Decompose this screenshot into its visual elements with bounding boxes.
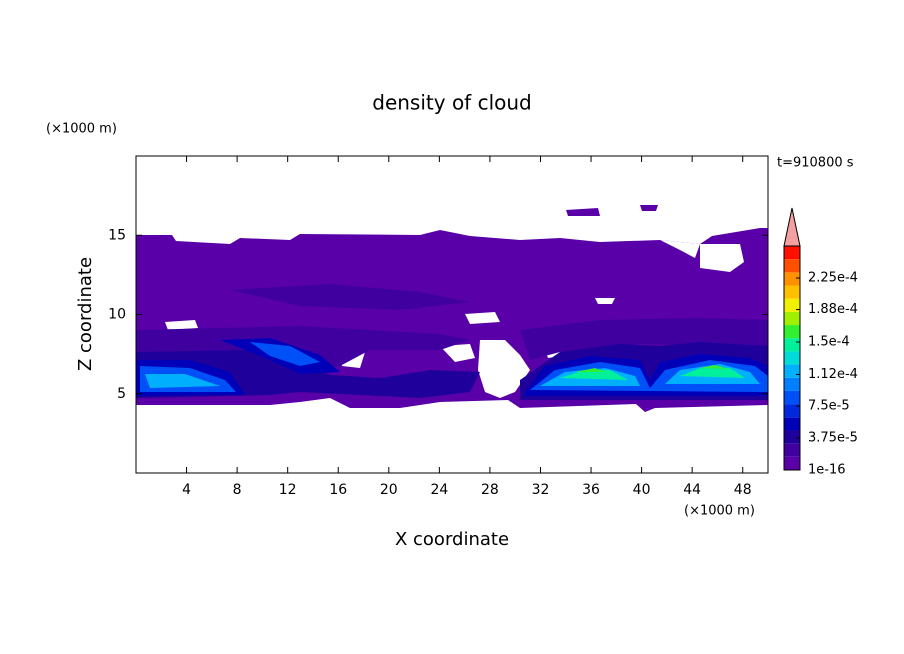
x-tick-label: 16 — [329, 482, 347, 498]
y-tick-label: 5 — [117, 386, 126, 402]
colorbar-tick-label: 7.5e-5 — [808, 399, 850, 414]
colorbar-band — [784, 246, 800, 260]
contour-field — [136, 205, 768, 412]
x-tick-label: 4 — [182, 482, 191, 498]
x-tick-label: 36 — [582, 482, 600, 498]
colorbar-tick-label: 3.75e-5 — [808, 431, 858, 446]
colorbar-band — [784, 377, 800, 391]
colorbar-frame — [783, 245, 801, 471]
colorbar-band — [784, 430, 800, 444]
x-tick-label: 28 — [481, 482, 499, 498]
colorbar-band — [784, 364, 800, 378]
x-tick-label: 12 — [279, 482, 297, 498]
colorbar-band — [784, 325, 800, 339]
colorbar-tick-label: 1e-16 — [808, 463, 846, 478]
colorbar-band — [784, 404, 800, 418]
colorbar-tick-label: 1.5e-4 — [808, 335, 850, 350]
x-tick-label: 40 — [633, 482, 651, 498]
x-axis-label: X coordinate — [395, 529, 509, 550]
colorbar: 1e-16 3.75e-5 7.5e-5 1.12e-4 1.5e-4 1.88e-4 2.… — [783, 207, 858, 478]
x-tick-label: 48 — [734, 482, 752, 498]
y-tick-label: 15 — [108, 227, 126, 243]
colorbar-band — [784, 456, 800, 470]
x-tick-label: 20 — [380, 482, 398, 498]
colorbar-band — [784, 338, 800, 352]
x-unit: (×1000 m) — [684, 504, 755, 519]
colorbar-tick-label: 1.12e-4 — [808, 367, 858, 382]
time-label: t=910800 s — [777, 156, 854, 171]
chart-title: density of cloud — [372, 91, 531, 115]
colorbar-band — [784, 351, 800, 365]
colorbar-band — [784, 285, 800, 299]
colorbar-band — [784, 311, 800, 326]
y-tick-label: 10 — [108, 307, 126, 323]
colorbar-band — [784, 259, 800, 273]
colorbar-extension — [783, 207, 801, 247]
colorbar-band — [784, 390, 800, 405]
y-axis-label: Z coordinate — [75, 257, 96, 371]
colorbar-band — [784, 443, 800, 457]
colorbar-band — [784, 272, 800, 286]
x-tick-label: 44 — [683, 482, 701, 498]
x-tick-label: 8 — [233, 482, 242, 498]
colorbar-band — [784, 298, 800, 312]
x-tick-label: 32 — [532, 482, 550, 498]
colorbar-tick-label: 2.25e-4 — [808, 271, 858, 286]
y-unit: (×1000 m) — [46, 122, 117, 137]
colorbar-band — [784, 417, 800, 431]
x-tick-label: 24 — [430, 482, 448, 498]
colorbar-tick-label: 1.88e-4 — [808, 302, 858, 317]
